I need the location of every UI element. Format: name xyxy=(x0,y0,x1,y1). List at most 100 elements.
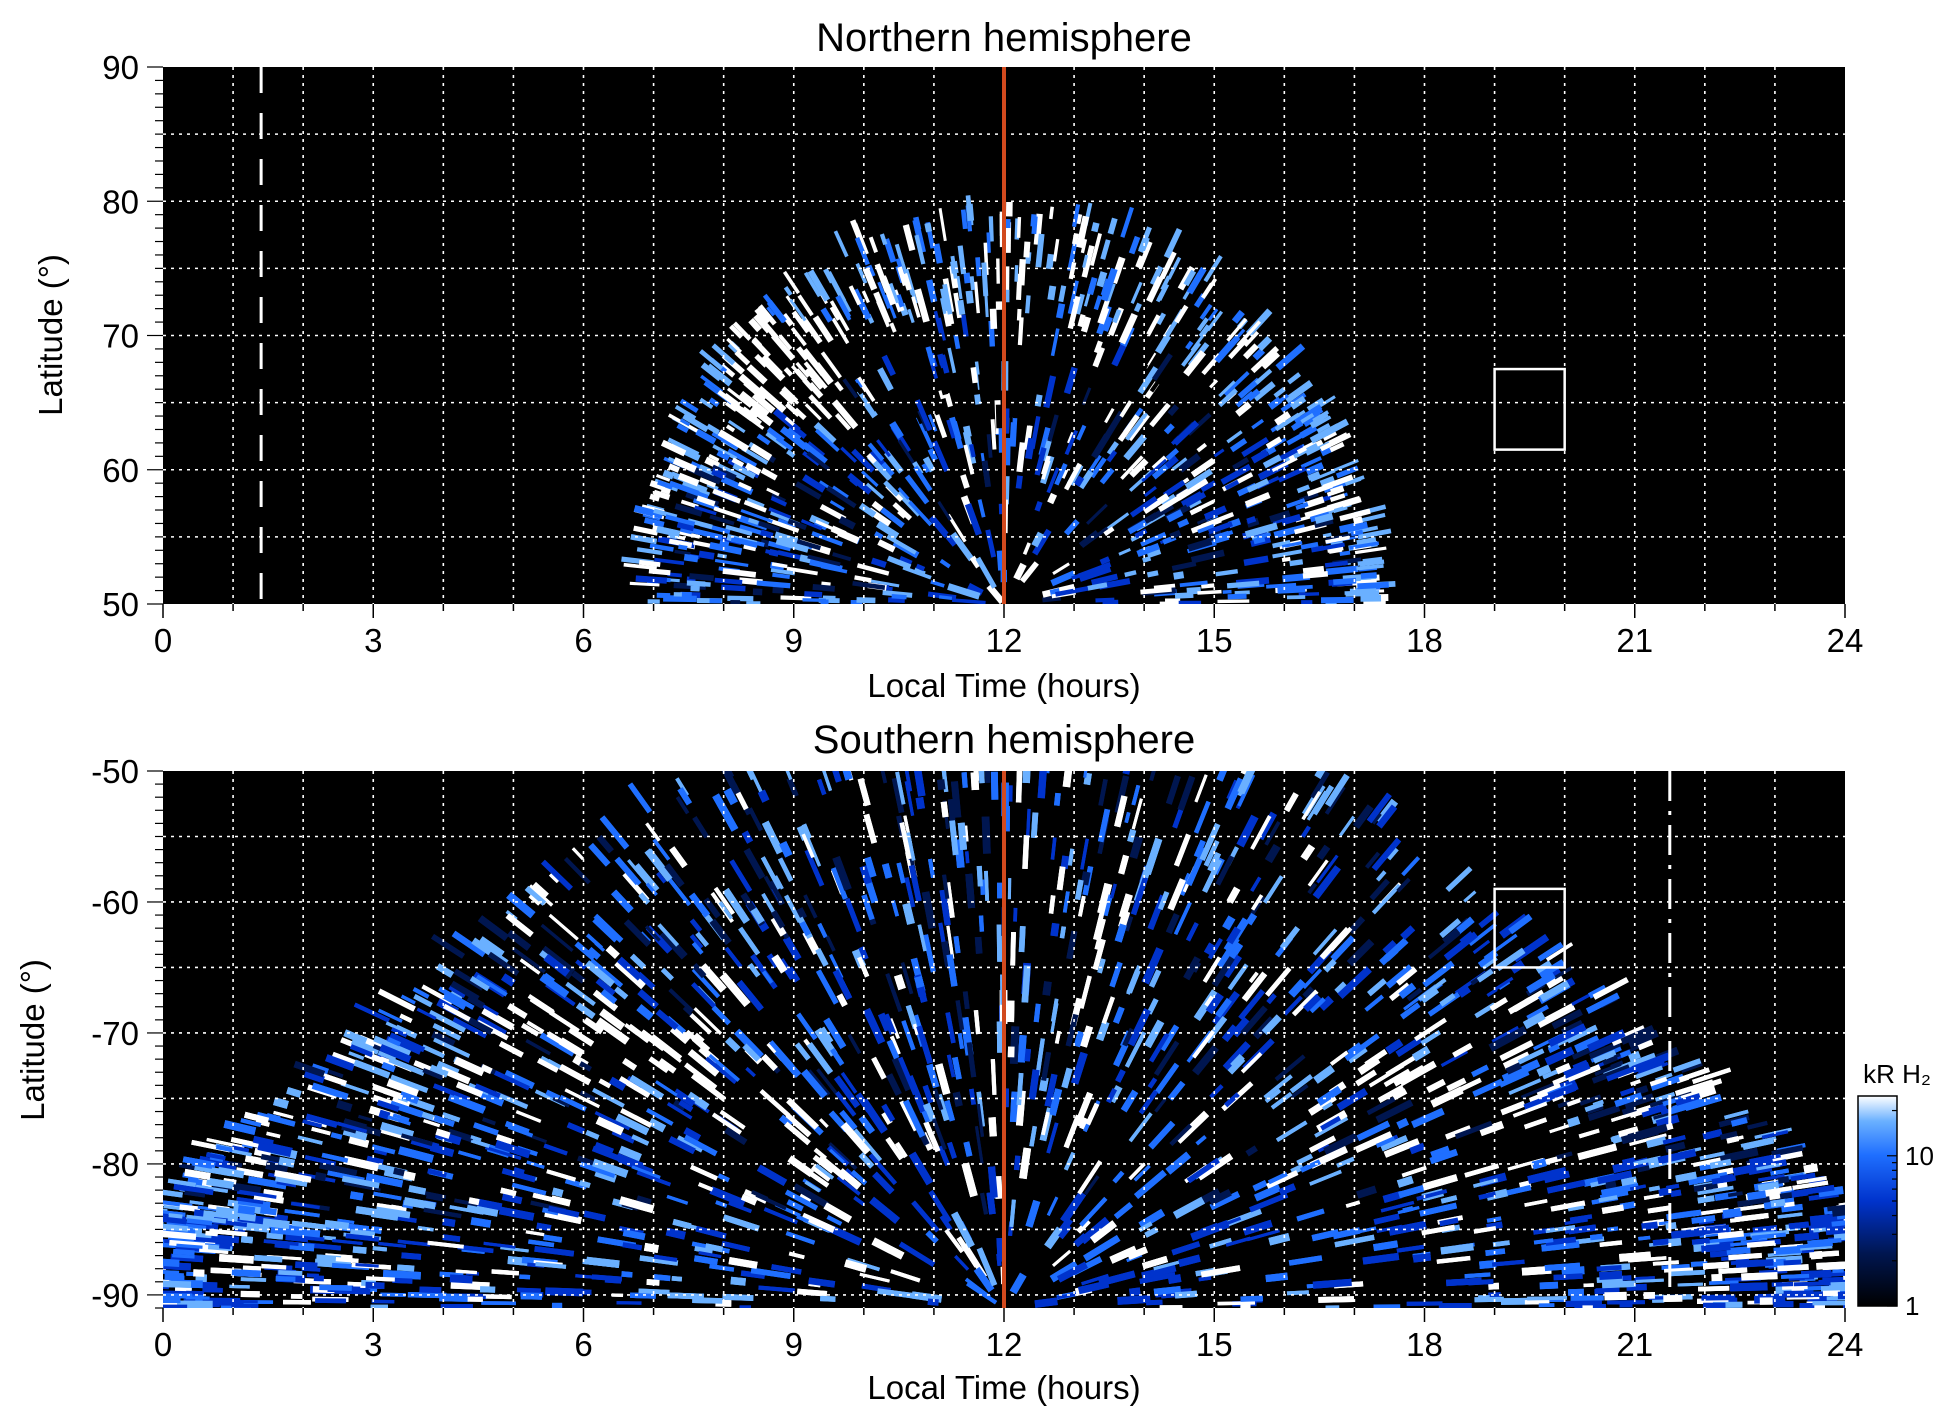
emission-streak xyxy=(805,834,822,867)
emission-streak xyxy=(1316,854,1339,884)
emission-streak xyxy=(501,973,516,987)
emission-streak xyxy=(831,867,848,900)
emission-streak xyxy=(954,839,965,868)
emission-streak xyxy=(485,1294,512,1300)
emission-streak xyxy=(1120,206,1134,238)
emission-streak xyxy=(205,1230,218,1237)
emission-streak xyxy=(1215,997,1232,1018)
emission-streak xyxy=(1809,1213,1838,1224)
emission-streak xyxy=(657,923,680,947)
emission-streak xyxy=(1077,1160,1103,1195)
emission-streak xyxy=(1085,1102,1100,1126)
emission-streak xyxy=(1267,447,1277,456)
emission-streak xyxy=(984,870,990,901)
emission-streak xyxy=(1336,1088,1368,1111)
emission-streak xyxy=(1316,422,1331,434)
emission-streak xyxy=(1207,521,1233,535)
emission-streak xyxy=(1022,542,1031,555)
emission-streak xyxy=(421,1190,447,1200)
emission-streak xyxy=(1379,937,1409,966)
emission-streak xyxy=(705,1243,724,1253)
emission-streak xyxy=(774,875,784,890)
emission-streak xyxy=(846,361,856,373)
emission-streak xyxy=(1156,283,1170,301)
emission-streak xyxy=(1016,442,1026,473)
emission-streak xyxy=(1046,467,1060,494)
emission-streak xyxy=(622,1058,638,1071)
emission-streak xyxy=(699,477,717,488)
emission-streak xyxy=(1026,363,1038,396)
emission-streak xyxy=(1226,580,1260,589)
emission-streak xyxy=(537,1057,559,1073)
emission-streak xyxy=(365,1281,385,1290)
emission-streak xyxy=(788,1251,805,1260)
emission-streak xyxy=(427,1168,447,1178)
emission-streak xyxy=(579,1161,616,1179)
emission-streak xyxy=(896,326,915,361)
emission-streak xyxy=(1179,580,1208,588)
emission-streak xyxy=(838,516,856,530)
emission-streak xyxy=(779,389,795,405)
emission-streak xyxy=(1138,1208,1166,1230)
emission-streak xyxy=(672,1218,692,1230)
emission-streak xyxy=(1500,1100,1526,1116)
emission-streak xyxy=(689,573,714,582)
emission-streak xyxy=(1741,1271,1778,1281)
emission-streak xyxy=(1018,259,1026,286)
emission-streak xyxy=(777,857,794,882)
emission-streak xyxy=(1430,1086,1464,1108)
emission-streak xyxy=(1113,1006,1125,1024)
emission-streak xyxy=(945,1012,956,1044)
emission-streak xyxy=(760,529,774,539)
emission-streak xyxy=(967,582,984,596)
emission-streak xyxy=(1248,971,1259,984)
emission-streak xyxy=(886,555,912,570)
emission-streak xyxy=(668,1136,696,1155)
emission-streak xyxy=(163,1226,196,1237)
emission-streak xyxy=(722,568,757,578)
emission-streak xyxy=(1229,438,1248,453)
emission-streak xyxy=(1153,583,1176,592)
emission-streak xyxy=(1129,458,1149,478)
emission-streak xyxy=(837,529,860,545)
emission-streak xyxy=(477,915,509,941)
emission-streak xyxy=(1033,1003,1041,1023)
emission-streak xyxy=(725,524,753,537)
emission-streak xyxy=(1213,448,1225,458)
emission-streak xyxy=(1163,423,1175,435)
emission-streak xyxy=(1017,1034,1027,1063)
emission-streak xyxy=(1120,1030,1130,1047)
emission-streak xyxy=(1129,495,1158,518)
emission-streak xyxy=(1172,807,1184,829)
emission-streak xyxy=(939,354,950,374)
emission-streak xyxy=(744,462,762,476)
emission-streak xyxy=(340,1082,370,1095)
emission-streak xyxy=(1329,441,1345,453)
emission-streak xyxy=(699,349,724,371)
emission-streak xyxy=(1619,1049,1632,1058)
emission-streak xyxy=(1271,456,1298,472)
emission-streak xyxy=(1319,445,1333,457)
emission-streak xyxy=(981,460,992,488)
emission-streak xyxy=(963,272,971,284)
emission-streak xyxy=(1209,1084,1224,1099)
emission-streak xyxy=(1375,1136,1396,1148)
emission-streak xyxy=(699,397,714,409)
emission-streak xyxy=(1148,1120,1176,1150)
emission-streak xyxy=(1422,960,1455,988)
emission-streak xyxy=(721,584,746,592)
emission-streak xyxy=(1090,573,1119,586)
emission-streak xyxy=(766,487,780,497)
emission-streak xyxy=(1270,1091,1293,1110)
emission-streak xyxy=(1054,1030,1062,1044)
emission-streak xyxy=(883,480,900,497)
emission-streak xyxy=(1099,467,1115,485)
emission-streak xyxy=(921,891,937,929)
emission-streak xyxy=(187,1177,203,1188)
emission-streak xyxy=(963,344,973,368)
emission-streak xyxy=(1486,988,1498,997)
emission-streak xyxy=(784,894,802,923)
emission-streak xyxy=(1508,913,1533,935)
emission-streak xyxy=(938,208,947,242)
emission-streak xyxy=(740,508,773,524)
